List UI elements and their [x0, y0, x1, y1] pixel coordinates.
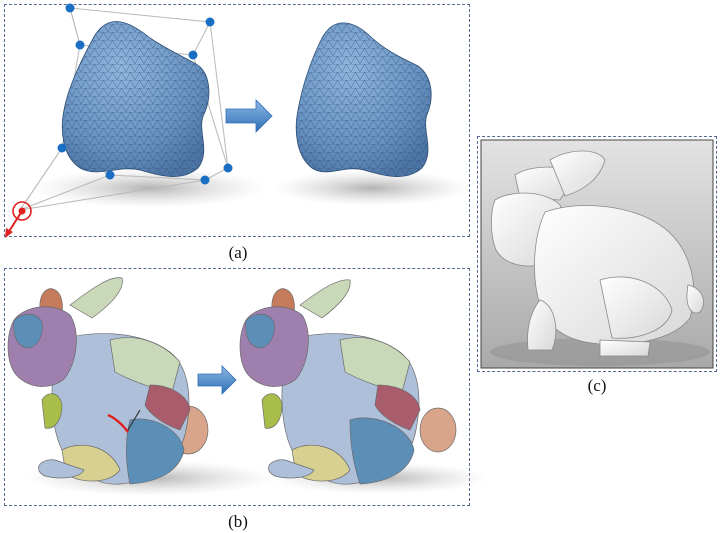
panel-a-frame — [4, 4, 470, 237]
segmented-bunny-left — [7, 277, 209, 485]
panel-b-frame — [4, 268, 470, 506]
control-point-icon — [105, 170, 115, 180]
control-points — [57, 3, 233, 185]
caption-a: (a) — [228, 243, 248, 262]
papercraft-bunny — [490, 150, 704, 357]
control-point-icon — [205, 17, 215, 27]
caption-c: (c) — [587, 376, 607, 395]
mesh-shadow-right — [272, 170, 472, 206]
segmented-bunny-right — [239, 279, 457, 485]
panel-a — [5, 3, 472, 238]
deformed-mesh — [61, 21, 210, 177]
panel-b — [7, 277, 490, 496]
right-arrow-icon — [225, 99, 273, 133]
control-point-icon — [223, 163, 233, 173]
right-arrow-icon — [197, 365, 237, 395]
caption-b: (b) — [228, 512, 248, 531]
handle-circle-icon — [5, 201, 32, 238]
control-point-icon — [200, 175, 210, 185]
panel-c — [480, 139, 714, 369]
control-point-icon — [75, 40, 85, 50]
control-point-icon — [57, 143, 67, 153]
panel-c-frame — [477, 136, 717, 372]
control-point-icon — [188, 50, 198, 60]
control-point-icon — [65, 3, 75, 13]
result-mesh — [295, 22, 432, 177]
